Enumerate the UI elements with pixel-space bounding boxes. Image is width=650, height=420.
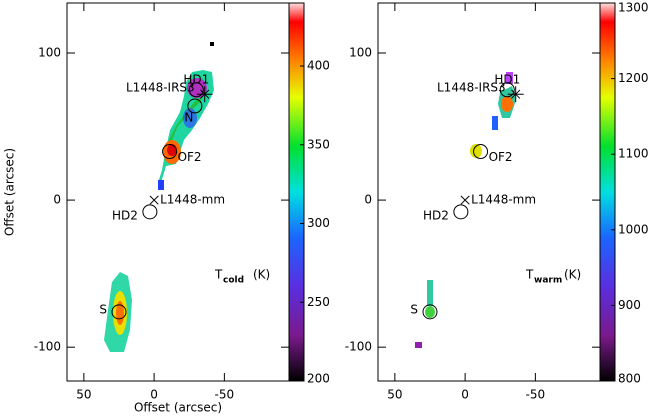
- source-marker: [422, 304, 438, 320]
- source-label: L1448-mm: [160, 193, 225, 207]
- colorbar-tick-label: 200: [307, 372, 330, 386]
- y-tick-label: 0: [53, 193, 61, 207]
- marker-stroke: [200, 89, 210, 99]
- colorbar-tick-label: 1000: [618, 222, 649, 236]
- y-tick-label: 0: [364, 193, 372, 207]
- source-label: L1448-mm: [471, 193, 536, 207]
- source-marker: [460, 195, 470, 205]
- x-tick-label: -50: [215, 388, 235, 402]
- source-label: N: [184, 110, 193, 124]
- colorbar: [288, 2, 305, 382]
- source-label: S: [99, 302, 107, 316]
- source-label: HD2: [423, 208, 449, 222]
- source-label: OF2: [178, 150, 202, 164]
- source-label: L1448-IRS3: [437, 81, 506, 95]
- source-label: S: [410, 302, 418, 316]
- colorbar-tick-label: 800: [618, 372, 641, 386]
- x-tick-label: 50: [76, 388, 91, 402]
- source-marker: [507, 86, 524, 103]
- x-tick-label: 0: [461, 388, 469, 402]
- colorbar-tick-label: 350: [307, 137, 330, 151]
- x-axis-label: Offset (arcsec): [134, 401, 222, 415]
- source-marker: [149, 195, 159, 205]
- source-marker: [196, 86, 213, 103]
- source-label: HD2: [112, 208, 138, 222]
- annotation-symbol: T: [525, 268, 534, 282]
- annotation-unit: (K): [564, 268, 581, 282]
- source-marker: [473, 144, 489, 160]
- annotation-subscript: cold: [223, 276, 244, 286]
- emission-map: [104, 42, 214, 352]
- annotation-symbol: T: [214, 268, 223, 282]
- annotation-subscript: warm: [534, 276, 562, 286]
- y-tick-label: -100: [345, 340, 372, 354]
- y-tick-label: 100: [349, 46, 372, 60]
- source-label: OF2: [489, 150, 513, 164]
- source-marker: [142, 204, 158, 220]
- colorbar-tick-label: 900: [618, 298, 641, 312]
- colorbar: [599, 2, 616, 382]
- x-tick-label: 0: [150, 388, 158, 402]
- source-label: HD1: [494, 72, 520, 86]
- colorbar-tick-label: 250: [307, 295, 330, 309]
- colorbar-tick-label: 1300: [618, 1, 649, 15]
- marker-stroke: [149, 195, 159, 205]
- source-label: HD1: [183, 72, 209, 86]
- source-marker: [187, 98, 203, 114]
- source-marker: [111, 304, 127, 320]
- x-tick-label: -50: [526, 388, 546, 402]
- colorbar-tick-label: 1100: [618, 147, 649, 161]
- colorbar-tick-label: 1200: [618, 71, 649, 85]
- y-tick-label: -100: [34, 340, 61, 354]
- marker-stroke: [511, 89, 521, 99]
- colorbar-tick-label: 400: [307, 59, 330, 73]
- y-tick-label: 100: [38, 46, 61, 60]
- y-axis-label: Offset (arcsec): [3, 148, 17, 236]
- source-marker: [453, 204, 469, 220]
- source-marker: [188, 82, 204, 98]
- source-marker: [499, 82, 515, 98]
- x-tick-label: 50: [387, 388, 402, 402]
- source-marker: [162, 144, 178, 160]
- annotation-unit: (K): [253, 268, 270, 282]
- marker-stroke: [460, 195, 470, 205]
- source-label: L1448-IRS3: [126, 81, 195, 95]
- colorbar-tick-label: 300: [307, 216, 330, 230]
